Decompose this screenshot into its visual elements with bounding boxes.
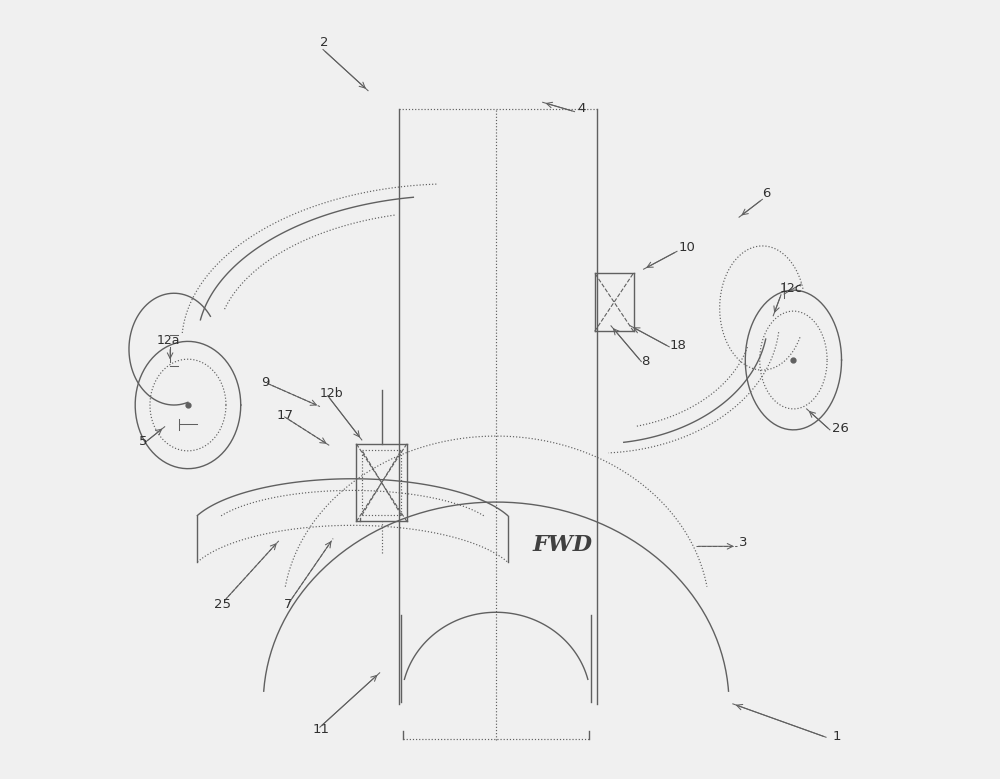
Text: 12c: 12c <box>779 283 802 295</box>
Text: FWD: FWD <box>532 534 592 555</box>
Text: 12a: 12a <box>157 334 180 347</box>
Text: 9: 9 <box>261 375 269 389</box>
Text: 11: 11 <box>312 723 329 735</box>
Text: 5: 5 <box>139 435 148 449</box>
Text: 18: 18 <box>669 339 686 352</box>
Text: 25: 25 <box>214 598 231 612</box>
Text: 26: 26 <box>832 422 849 435</box>
Text: 7: 7 <box>284 598 293 612</box>
Text: 4: 4 <box>578 101 586 115</box>
Text: 1: 1 <box>832 731 841 743</box>
Text: 3: 3 <box>739 536 748 549</box>
Text: 12b: 12b <box>320 387 344 400</box>
Text: 6: 6 <box>762 187 771 200</box>
Text: 10: 10 <box>679 241 695 254</box>
Text: 2: 2 <box>320 37 328 49</box>
Text: 8: 8 <box>641 354 650 368</box>
Text: 17: 17 <box>276 409 293 422</box>
